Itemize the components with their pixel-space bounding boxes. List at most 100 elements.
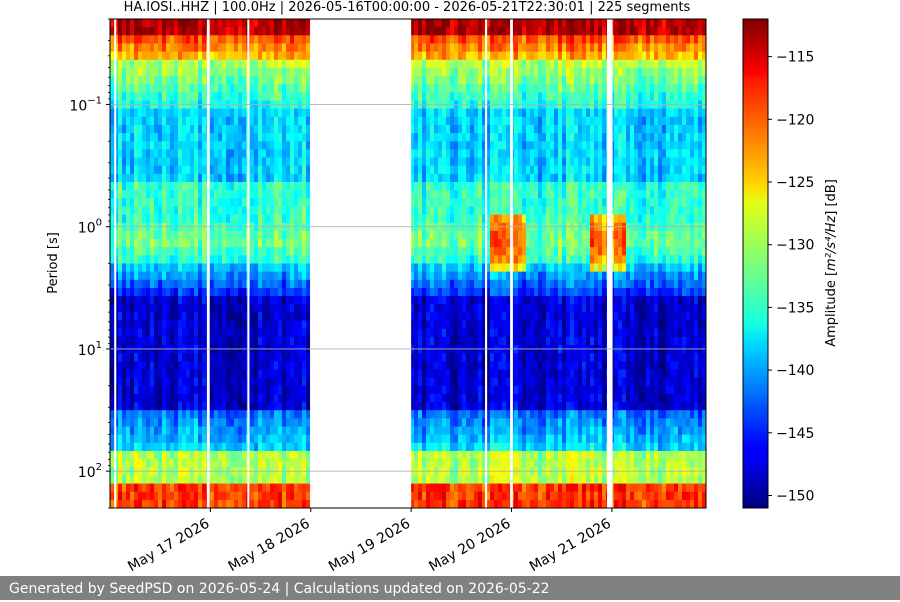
heatmap-cell xyxy=(410,434,415,444)
heatmap-cell xyxy=(426,475,431,485)
heatmap-cell xyxy=(230,410,235,419)
heatmap-cell xyxy=(294,165,299,175)
heatmap-cell xyxy=(186,483,191,493)
heatmap-cell xyxy=(226,402,231,411)
heatmap-cell xyxy=(294,35,299,45)
heatmap-cell xyxy=(270,67,275,77)
heatmap-cell xyxy=(138,418,143,428)
heatmap-cell xyxy=(162,116,167,126)
heatmap-cell xyxy=(266,385,271,395)
heatmap-cell xyxy=(134,59,139,69)
heatmap-cell xyxy=(422,92,427,102)
heatmap-cell xyxy=(198,450,203,460)
heatmap-cell xyxy=(138,491,143,501)
heatmap-cell xyxy=(258,475,263,485)
heatmap-cell xyxy=(158,459,163,468)
heatmap-cell xyxy=(254,369,259,379)
heatmap-cell xyxy=(138,336,143,346)
heatmap-cell xyxy=(290,190,295,199)
heatmap-cell xyxy=(134,100,139,110)
heatmap-cell xyxy=(118,475,123,485)
heatmap-cell xyxy=(302,157,307,167)
heatmap-cell xyxy=(414,345,419,354)
heatmap-cell xyxy=(294,393,299,403)
heatmap-cell xyxy=(238,157,243,167)
heatmap-cell xyxy=(266,287,271,297)
heatmap-cell xyxy=(242,198,247,208)
heatmap-cell xyxy=(282,157,287,167)
heatmap-cell xyxy=(202,491,207,501)
heatmap-cell xyxy=(162,141,167,150)
heatmap-cell xyxy=(178,206,183,216)
heatmap-cell xyxy=(202,19,207,28)
heatmap-cell xyxy=(222,450,227,460)
heatmap-cell xyxy=(222,124,227,134)
heatmap-cell xyxy=(430,320,435,330)
heatmap-cell xyxy=(426,410,431,419)
heatmap-cell xyxy=(266,214,271,224)
heatmap-cell xyxy=(110,418,115,428)
heatmap-cell xyxy=(218,182,223,191)
heatmap-cell xyxy=(154,263,159,273)
heatmap-cell xyxy=(162,442,167,452)
heatmap-cell xyxy=(210,304,215,313)
heatmap-cell xyxy=(410,450,415,460)
heatmap-cell xyxy=(166,206,171,216)
heatmap-cell xyxy=(210,247,215,256)
heatmap-cell xyxy=(182,304,187,313)
heatmap-cell xyxy=(130,475,135,485)
heatmap-cell xyxy=(122,336,127,346)
heatmap-cell xyxy=(434,353,439,362)
heatmap-cell xyxy=(270,255,275,265)
heatmap-cell xyxy=(122,483,127,493)
heatmap-cell xyxy=(146,157,151,167)
heatmap-cell xyxy=(294,116,299,126)
heatmap-cell xyxy=(274,230,279,240)
heatmap-cell xyxy=(146,165,151,175)
heatmap-cell xyxy=(430,198,435,208)
heatmap-cell xyxy=(230,247,235,256)
heatmap-cell xyxy=(130,369,135,379)
heatmap-cell xyxy=(194,328,199,338)
heatmap-cell xyxy=(194,296,199,305)
heatmap-cell xyxy=(122,312,127,322)
heatmap-cell xyxy=(410,43,415,53)
heatmap-cell xyxy=(146,442,151,452)
heatmap-cell xyxy=(306,124,311,134)
heatmap-cell xyxy=(218,450,223,460)
heatmap-cell xyxy=(170,393,175,403)
heatmap-cell xyxy=(290,108,295,118)
heatmap-cell xyxy=(134,361,139,371)
heatmap-cell xyxy=(190,418,195,428)
heatmap-cell xyxy=(186,108,191,118)
heatmap-cell xyxy=(410,369,415,379)
heatmap-cell xyxy=(218,255,223,265)
heatmap-cell xyxy=(186,214,191,224)
heatmap-cell xyxy=(434,459,439,468)
heatmap-cell xyxy=(238,361,243,371)
heatmap-cell xyxy=(210,76,215,85)
heatmap-cell xyxy=(238,222,243,232)
heatmap-cell xyxy=(186,206,191,216)
heatmap-cell xyxy=(242,442,247,452)
heatmap-cell xyxy=(410,353,415,362)
heatmap-cell xyxy=(202,206,207,216)
heatmap-cell xyxy=(138,328,143,338)
heatmap-cell xyxy=(126,222,131,232)
heatmap-cell xyxy=(146,149,151,159)
heatmap-cell xyxy=(250,157,255,167)
heatmap-cell xyxy=(414,426,419,436)
heatmap-cell xyxy=(410,361,415,371)
heatmap-cell xyxy=(202,369,207,379)
heatmap-cell xyxy=(134,279,139,289)
heatmap-cell xyxy=(178,418,183,428)
heatmap-cell xyxy=(146,377,151,387)
heatmap-cell xyxy=(218,35,223,45)
heatmap-cell xyxy=(134,173,139,183)
heatmap-cell xyxy=(302,304,307,313)
heatmap-cell xyxy=(430,287,435,297)
heatmap-cell xyxy=(114,124,119,134)
heatmap-cell xyxy=(186,459,191,468)
heatmap-cell xyxy=(282,92,287,102)
heatmap-cell xyxy=(230,418,235,428)
